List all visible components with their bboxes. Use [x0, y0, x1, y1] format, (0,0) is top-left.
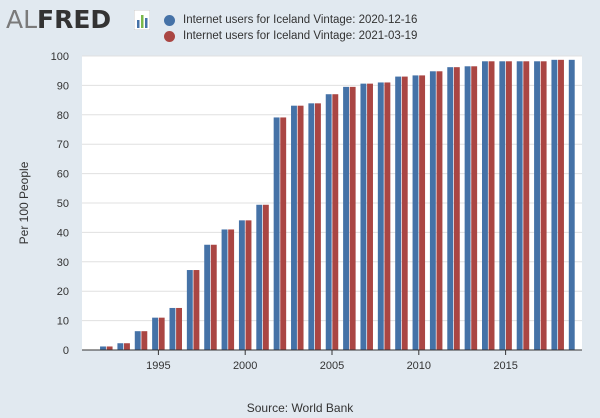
bar-series-2 [124, 343, 130, 350]
bar-series-2 [558, 59, 564, 351]
bar-series-2 [332, 94, 339, 350]
y-tick-label: 30 [57, 257, 69, 269]
y-tick-label: 10 [57, 316, 69, 328]
bar-series-2 [314, 103, 321, 350]
bar-series-1 [186, 270, 193, 350]
bar-series-1 [134, 331, 141, 350]
x-tick-label: 2010 [407, 360, 431, 372]
legend-label-series-2: Internet users for Iceland Vintage: 2021… [183, 30, 418, 42]
bar-series-1 [395, 76, 402, 350]
y-tick-label: 80 [57, 110, 69, 122]
bar-series-2 [158, 317, 165, 350]
y-axis-label: Per 100 People [17, 161, 31, 244]
x-tick-label: 2015 [493, 360, 517, 372]
bar-series-2 [540, 61, 547, 351]
bar-series-1 [291, 105, 297, 350]
bar-series-2 [193, 270, 200, 350]
logo-bars-icon [134, 10, 150, 30]
bar-series-1 [169, 307, 176, 350]
x-tick-label: 2000 [233, 360, 257, 372]
bar-series-2 [419, 75, 426, 351]
bar-series-1 [534, 61, 540, 351]
x-tick-label: 1995 [146, 360, 170, 372]
bar-series-2 [523, 61, 530, 351]
y-tick-label: 40 [57, 227, 69, 239]
bar-series-2 [471, 66, 478, 350]
bar-series-1 [256, 204, 263, 350]
bar-series-2 [384, 82, 391, 351]
bar-series-1 [117, 343, 124, 350]
bar-series-1 [429, 71, 436, 351]
bar-series-2 [245, 220, 252, 350]
source-caption: Source: World Bank [247, 401, 354, 415]
bar-series-2 [262, 204, 269, 350]
bar-series-2 [210, 244, 217, 350]
legend-item-series-1[interactable]: Internet users for Iceland Vintage: 2020… [164, 12, 417, 28]
bar-series-1 [464, 66, 471, 350]
bar-series-1 [238, 220, 245, 350]
y-tick-label: 90 [57, 80, 69, 92]
bar-series-1 [516, 61, 523, 351]
bar-series-2 [436, 71, 443, 351]
bar-series-1 [412, 75, 419, 351]
bar-series-2 [453, 67, 460, 350]
bar-series-2 [141, 331, 148, 350]
y-tick-label: 20 [57, 286, 69, 298]
bar-series-1 [360, 83, 367, 351]
bar-series-1 [273, 117, 280, 350]
bar-series-1 [204, 244, 211, 350]
bar-series-1 [482, 61, 488, 351]
y-tick-label: 0 [63, 345, 69, 357]
x-tick-label: 2005 [320, 360, 344, 372]
chart-legend: Internet users for Iceland Vintage: 2020… [164, 12, 417, 44]
bar-series-1 [152, 317, 159, 350]
bar-series-1 [568, 59, 575, 351]
bar-series-2 [401, 76, 408, 350]
bar-series-1 [325, 94, 332, 350]
bar-series-2 [106, 346, 113, 350]
bar-series-1 [377, 82, 384, 351]
y-tick-label: 100 [51, 51, 69, 63]
legend-item-series-2[interactable]: Internet users for Iceland Vintage: 2021… [164, 28, 417, 44]
legend-label-series-1: Internet users for Iceland Vintage: 2020… [183, 14, 418, 26]
y-tick-label: 70 [57, 139, 69, 151]
bar-series-2 [228, 229, 235, 350]
logo-text-fred: FRED [37, 5, 112, 34]
bar-series-1 [343, 86, 350, 351]
bar-series-2 [280, 117, 287, 350]
bar-series-2 [297, 105, 304, 350]
bar-series-1 [499, 61, 506, 351]
bar-series-2 [488, 61, 495, 351]
alfred-logo[interactable]: ALFRED [6, 4, 111, 36]
bar-series-1 [100, 346, 106, 350]
bar-series-1 [221, 229, 228, 350]
bar-series-2 [367, 83, 373, 351]
bar-series-2 [349, 86, 356, 351]
y-tick-label: 50 [57, 198, 69, 210]
bar-series-1 [447, 67, 454, 350]
bar-series-2 [176, 307, 182, 350]
y-tick-label: 60 [57, 169, 69, 181]
legend-marker-series-2 [164, 30, 175, 42]
bar-series-2 [505, 61, 512, 351]
bar-series-1 [551, 59, 558, 351]
legend-marker-series-1 [164, 14, 175, 26]
logo-text-al: AL [6, 5, 38, 34]
bar-series-1 [308, 103, 315, 350]
